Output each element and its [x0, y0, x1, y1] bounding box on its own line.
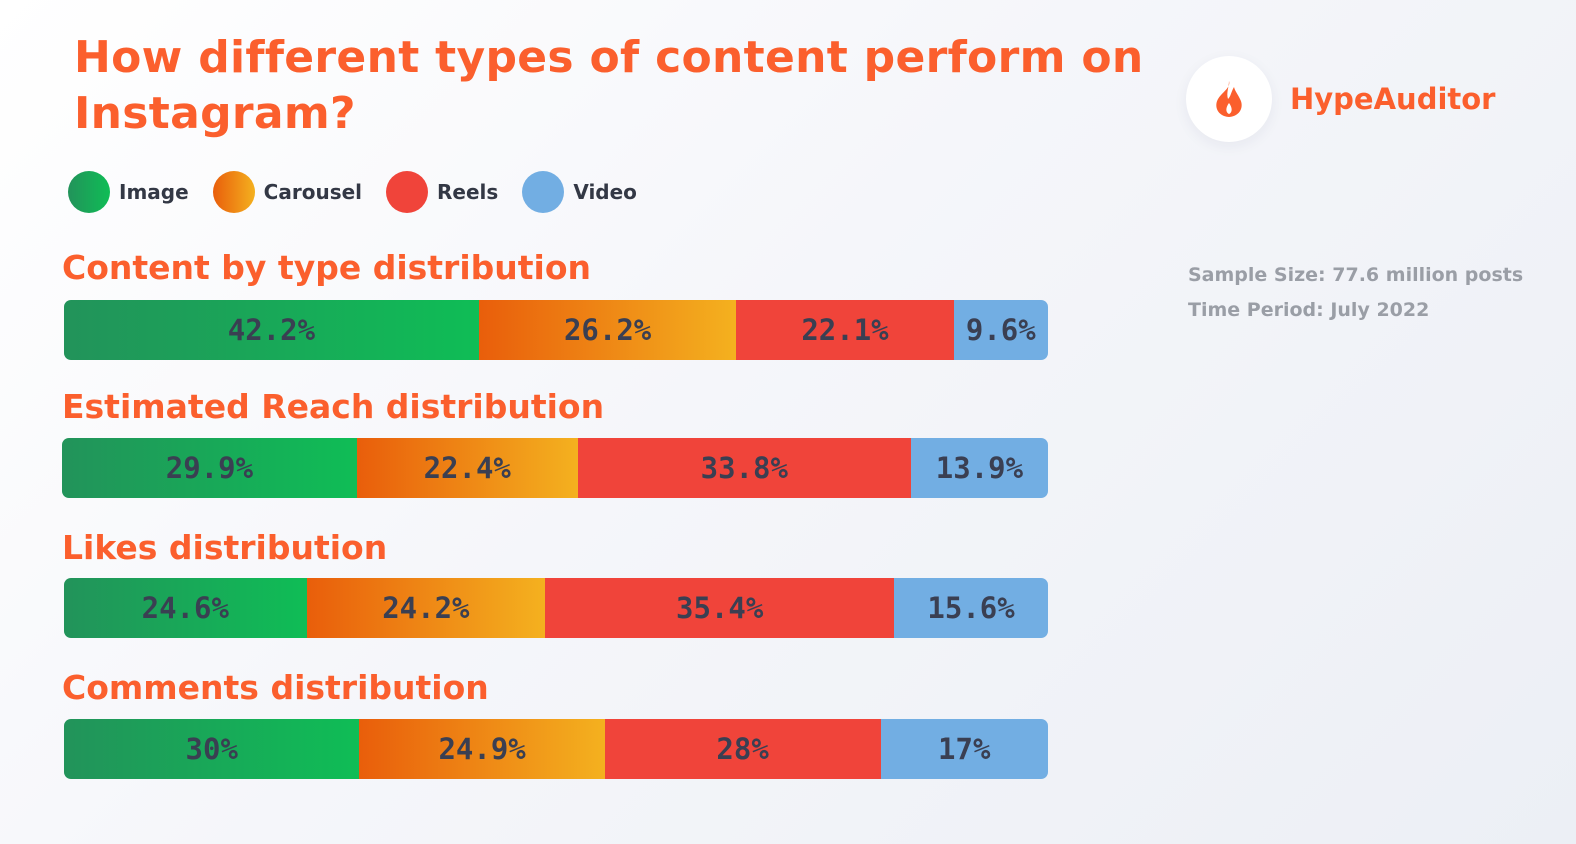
bar-segment-video: 15.6% [894, 578, 1048, 638]
bar-segment-carousel: 26.2% [478, 300, 737, 360]
legend-item-reels: Reels [386, 171, 498, 213]
stacked-bar-estimated-reach: 29.9% 22.4% 33.8% 13.9% [62, 438, 1048, 498]
legend-label-video: Video [573, 180, 637, 204]
bar-segment-carousel: 24.9% [359, 719, 605, 779]
bar-segment-reels: 22.1% [736, 300, 954, 360]
legend-swatch-reels [386, 171, 429, 213]
section-title-estimated-reach: Estimated Reach distribution [62, 387, 605, 426]
bar-segment-image: 42.2% [64, 300, 479, 360]
bar-segment-carousel: 22.4% [356, 438, 578, 498]
chart-legend: Image Carousel Reels Video [68, 171, 661, 213]
brand-name: HypeAuditor [1290, 82, 1496, 116]
section-title-likes: Likes distribution [62, 528, 388, 567]
bar-segment-image: 29.9% [62, 438, 357, 498]
legend-swatch-video [522, 171, 565, 213]
legend-item-carousel: Carousel [212, 171, 363, 213]
chart-title: How different types of content perform o… [74, 32, 1144, 139]
bar-segment-video: 17% [880, 719, 1048, 779]
legend-swatch-image [68, 171, 110, 213]
bar-segment-video: 9.6% [953, 300, 1048, 360]
brand-icon-circle [1186, 56, 1272, 142]
legend-label-image: Image [119, 180, 189, 204]
sample-size-text: Sample Size: 77.6 million posts [1188, 264, 1524, 286]
brand-logo: HypeAuditor [1186, 56, 1495, 142]
bar-segment-reels: 35.4% [545, 578, 895, 638]
stacked-bar-content-by-type: 42.2% 26.2% 22.1% 9.6% [64, 300, 1048, 360]
stacked-bar-likes: 24.6% 24.2% 35.4% 15.6% [64, 578, 1048, 638]
stacked-bar-comments: 30% 24.9% 28% 17% [64, 719, 1048, 779]
bar-segment-carousel: 24.2% [306, 578, 546, 638]
legend-item-image: Image [68, 171, 189, 213]
bar-segment-reels: 33.8% [577, 438, 911, 498]
section-title-comments: Comments distribution [62, 668, 489, 707]
legend-label-carousel: Carousel [263, 180, 363, 204]
flame-icon [1216, 81, 1242, 117]
section-title-content-by-type: Content by type distribution [62, 248, 591, 287]
bar-segment-image: 30% [64, 719, 360, 779]
legend-swatch-carousel [212, 171, 255, 213]
chart-metadata: Sample Size: 77.6 million posts Time Per… [1188, 258, 1523, 328]
legend-item-video: Video [522, 171, 637, 213]
bar-segment-image: 24.6% [64, 578, 307, 638]
bar-segment-reels: 28% [604, 719, 881, 779]
legend-label-reels: Reels [437, 180, 499, 204]
time-period-text: Time Period: July 2022 [1188, 299, 1430, 321]
bar-segment-video: 13.9% [910, 438, 1048, 498]
